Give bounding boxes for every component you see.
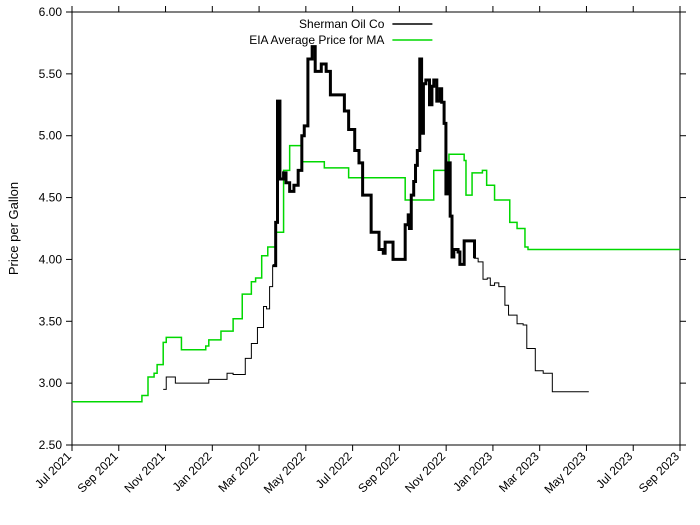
svg-text:Sep 2021: Sep 2021 — [75, 449, 121, 495]
svg-text:Nov 2022: Nov 2022 — [402, 449, 448, 495]
svg-text:Jul 2023: Jul 2023 — [593, 449, 635, 491]
svg-text:5.50: 5.50 — [39, 67, 63, 81]
svg-text:3.00: 3.00 — [39, 376, 63, 390]
svg-text:3.50: 3.50 — [39, 314, 63, 328]
svg-text:Jul 2022: Jul 2022 — [313, 449, 355, 491]
svg-text:Sep 2022: Sep 2022 — [355, 449, 401, 495]
svg-text:May 2023: May 2023 — [541, 449, 588, 496]
svg-text:Jan 2022: Jan 2022 — [170, 449, 215, 494]
svg-text:EIA Average Price for MA: EIA Average Price for MA — [249, 33, 384, 47]
svg-text:Nov 2021: Nov 2021 — [121, 449, 167, 495]
svg-text:Jan 2023: Jan 2023 — [450, 449, 495, 494]
svg-text:Mar 2023: Mar 2023 — [496, 449, 542, 495]
svg-text:4.50: 4.50 — [39, 191, 63, 205]
svg-text:Price per Gallon: Price per Gallon — [6, 182, 21, 275]
svg-text:Jul 2021: Jul 2021 — [32, 449, 74, 491]
svg-text:Sep 2023: Sep 2023 — [636, 449, 682, 495]
svg-text:2.50: 2.50 — [39, 438, 63, 452]
svg-text:4.00: 4.00 — [39, 252, 63, 266]
svg-text:Sherman Oil Co: Sherman Oil Co — [299, 17, 385, 31]
svg-text:Mar 2022: Mar 2022 — [215, 449, 261, 495]
line-chart: 2.50 3.00 3.50 4.00 4.50 5.00 5.50 6.00 Jul 2021… — [0, 0, 700, 525]
chart-container: 2.50 3.00 3.50 4.00 4.50 5.00 5.50 6.00 Jul 2021… — [0, 0, 700, 525]
svg-text:6.00: 6.00 — [39, 5, 63, 19]
svg-text:May 2022: May 2022 — [261, 449, 308, 496]
svg-text:5.00: 5.00 — [39, 129, 63, 143]
